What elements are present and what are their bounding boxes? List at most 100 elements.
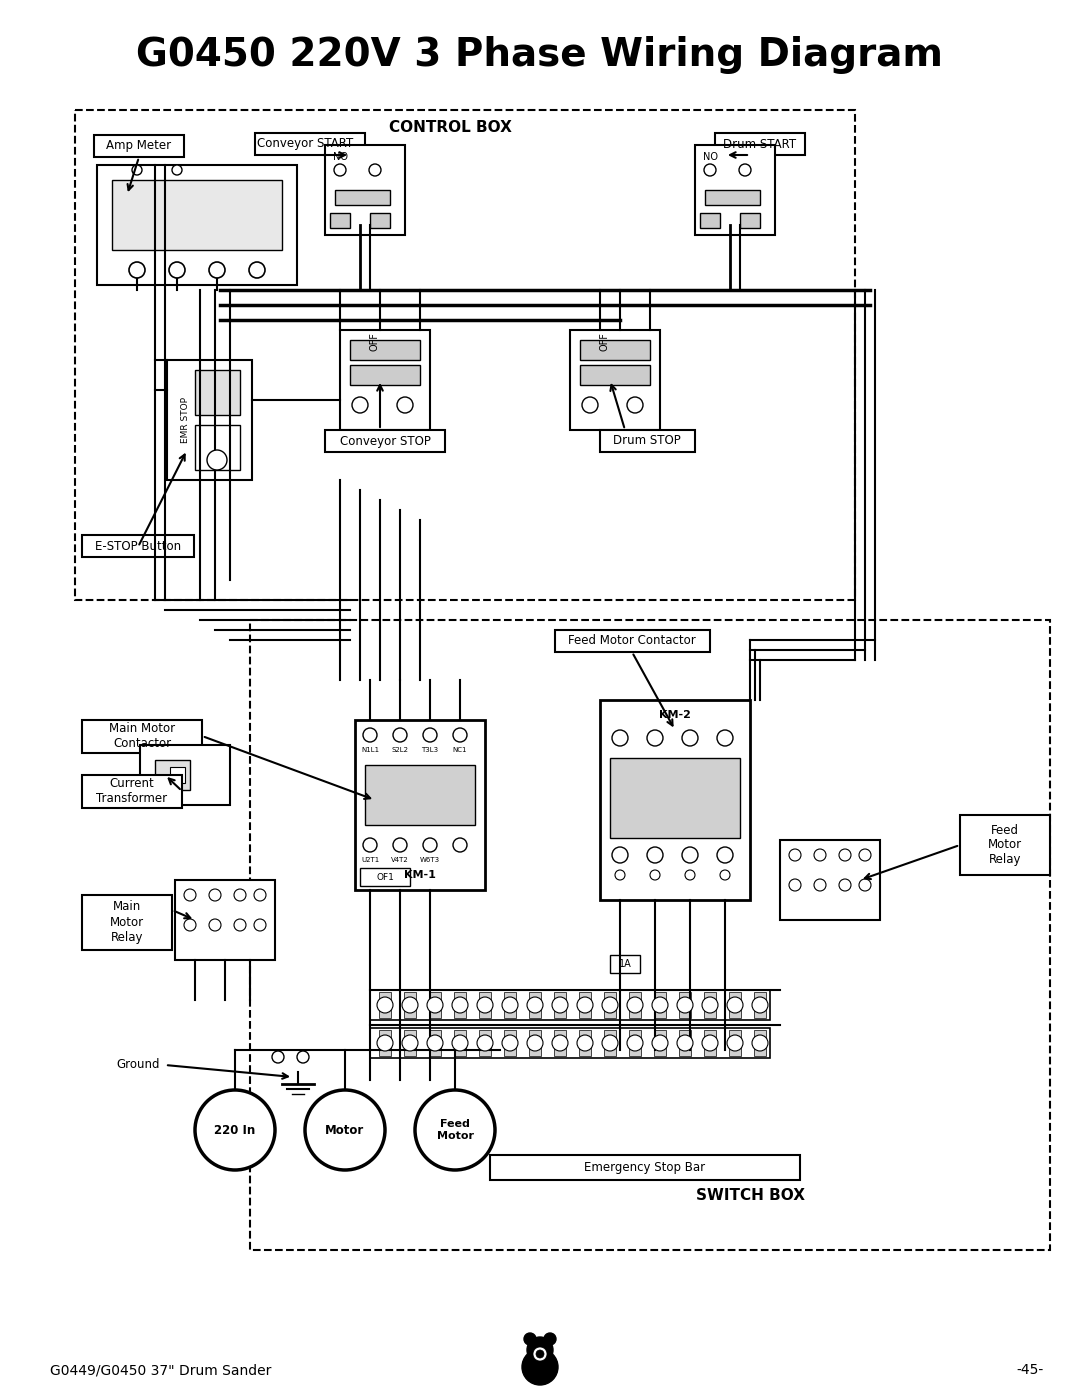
Circle shape — [650, 870, 660, 880]
Text: Feed
Motor
Relay: Feed Motor Relay — [988, 823, 1022, 866]
Bar — [554, 992, 566, 1018]
Circle shape — [534, 1347, 546, 1361]
Bar — [504, 992, 516, 1018]
Text: Emergency Stop Bar: Emergency Stop Bar — [584, 1161, 705, 1173]
Text: U2T1: U2T1 — [361, 856, 379, 863]
Circle shape — [859, 849, 870, 861]
Circle shape — [727, 1035, 743, 1051]
Text: Conveyor STOP: Conveyor STOP — [339, 434, 431, 447]
Circle shape — [477, 1035, 492, 1051]
Circle shape — [552, 997, 568, 1013]
Text: Conveyor START: Conveyor START — [257, 137, 353, 151]
Text: S2L2: S2L2 — [391, 747, 408, 753]
Text: CONTROL BOX: CONTROL BOX — [389, 120, 512, 134]
Bar — [379, 992, 391, 1018]
Bar — [579, 992, 591, 1018]
Bar — [156, 760, 190, 789]
Bar — [350, 339, 420, 360]
Bar — [679, 1030, 691, 1056]
Circle shape — [536, 1350, 544, 1358]
Circle shape — [272, 1051, 284, 1063]
Circle shape — [168, 263, 185, 278]
Circle shape — [577, 997, 593, 1013]
Bar — [175, 880, 275, 960]
Bar — [350, 365, 420, 386]
Text: G0449/G0450 37" Drum Sander: G0449/G0450 37" Drum Sander — [50, 1363, 271, 1377]
Circle shape — [524, 1333, 536, 1345]
Text: Drum START: Drum START — [724, 137, 797, 151]
Circle shape — [234, 919, 246, 930]
Bar — [715, 133, 805, 155]
Circle shape — [427, 1035, 443, 1051]
Text: Feed
Motor: Feed Motor — [436, 1119, 473, 1141]
Circle shape — [677, 1035, 693, 1051]
Circle shape — [402, 1035, 418, 1051]
Text: OFF: OFF — [600, 332, 610, 352]
Bar — [355, 719, 485, 890]
Bar — [629, 992, 642, 1018]
Bar — [504, 1030, 516, 1056]
Circle shape — [652, 1035, 669, 1051]
Circle shape — [752, 1035, 768, 1051]
Text: W6T3: W6T3 — [420, 856, 440, 863]
Circle shape — [627, 1035, 643, 1051]
Circle shape — [363, 728, 377, 742]
Circle shape — [415, 1090, 495, 1171]
Bar — [679, 992, 691, 1018]
Bar — [97, 165, 297, 285]
Bar — [480, 1030, 491, 1056]
Circle shape — [859, 879, 870, 891]
Bar — [554, 1030, 566, 1056]
Circle shape — [577, 1035, 593, 1051]
Bar — [75, 110, 855, 599]
Bar — [370, 212, 390, 228]
Bar — [570, 330, 660, 430]
Circle shape — [727, 997, 743, 1013]
Circle shape — [602, 997, 618, 1013]
Circle shape — [814, 879, 826, 891]
Bar — [82, 775, 183, 807]
Circle shape — [527, 1337, 553, 1363]
Bar — [729, 1030, 741, 1056]
Circle shape — [210, 919, 221, 930]
Circle shape — [552, 1035, 568, 1051]
Bar — [255, 133, 365, 155]
Text: NC1: NC1 — [453, 747, 468, 753]
Circle shape — [502, 997, 518, 1013]
Bar — [740, 212, 760, 228]
Circle shape — [477, 997, 492, 1013]
Bar — [629, 1030, 642, 1056]
Circle shape — [789, 879, 801, 891]
Bar — [249, 620, 1050, 1250]
Circle shape — [522, 1350, 558, 1384]
Circle shape — [681, 731, 698, 746]
Circle shape — [210, 888, 221, 901]
Circle shape — [453, 1035, 468, 1051]
Circle shape — [582, 397, 598, 414]
Bar — [700, 212, 720, 228]
Circle shape — [369, 163, 381, 176]
Bar — [330, 212, 350, 228]
Circle shape — [647, 731, 663, 746]
Bar — [754, 1030, 766, 1056]
Bar — [365, 766, 475, 826]
Bar — [600, 430, 696, 453]
Text: NO: NO — [702, 152, 717, 162]
Circle shape — [402, 997, 418, 1013]
Text: Main
Motor
Relay: Main Motor Relay — [110, 901, 144, 943]
Circle shape — [647, 847, 663, 863]
Bar — [610, 956, 640, 972]
Circle shape — [704, 163, 716, 176]
Circle shape — [720, 870, 730, 880]
Text: Drum STOP: Drum STOP — [613, 434, 680, 447]
Text: Amp Meter: Amp Meter — [107, 140, 172, 152]
Bar — [696, 145, 775, 235]
Bar — [325, 145, 405, 235]
Bar — [960, 814, 1050, 875]
Bar — [379, 1030, 391, 1056]
Bar — [82, 719, 202, 753]
Bar — [705, 190, 760, 205]
Circle shape — [453, 997, 468, 1013]
Text: Feed Motor Contactor: Feed Motor Contactor — [568, 634, 696, 647]
Circle shape — [352, 397, 368, 414]
